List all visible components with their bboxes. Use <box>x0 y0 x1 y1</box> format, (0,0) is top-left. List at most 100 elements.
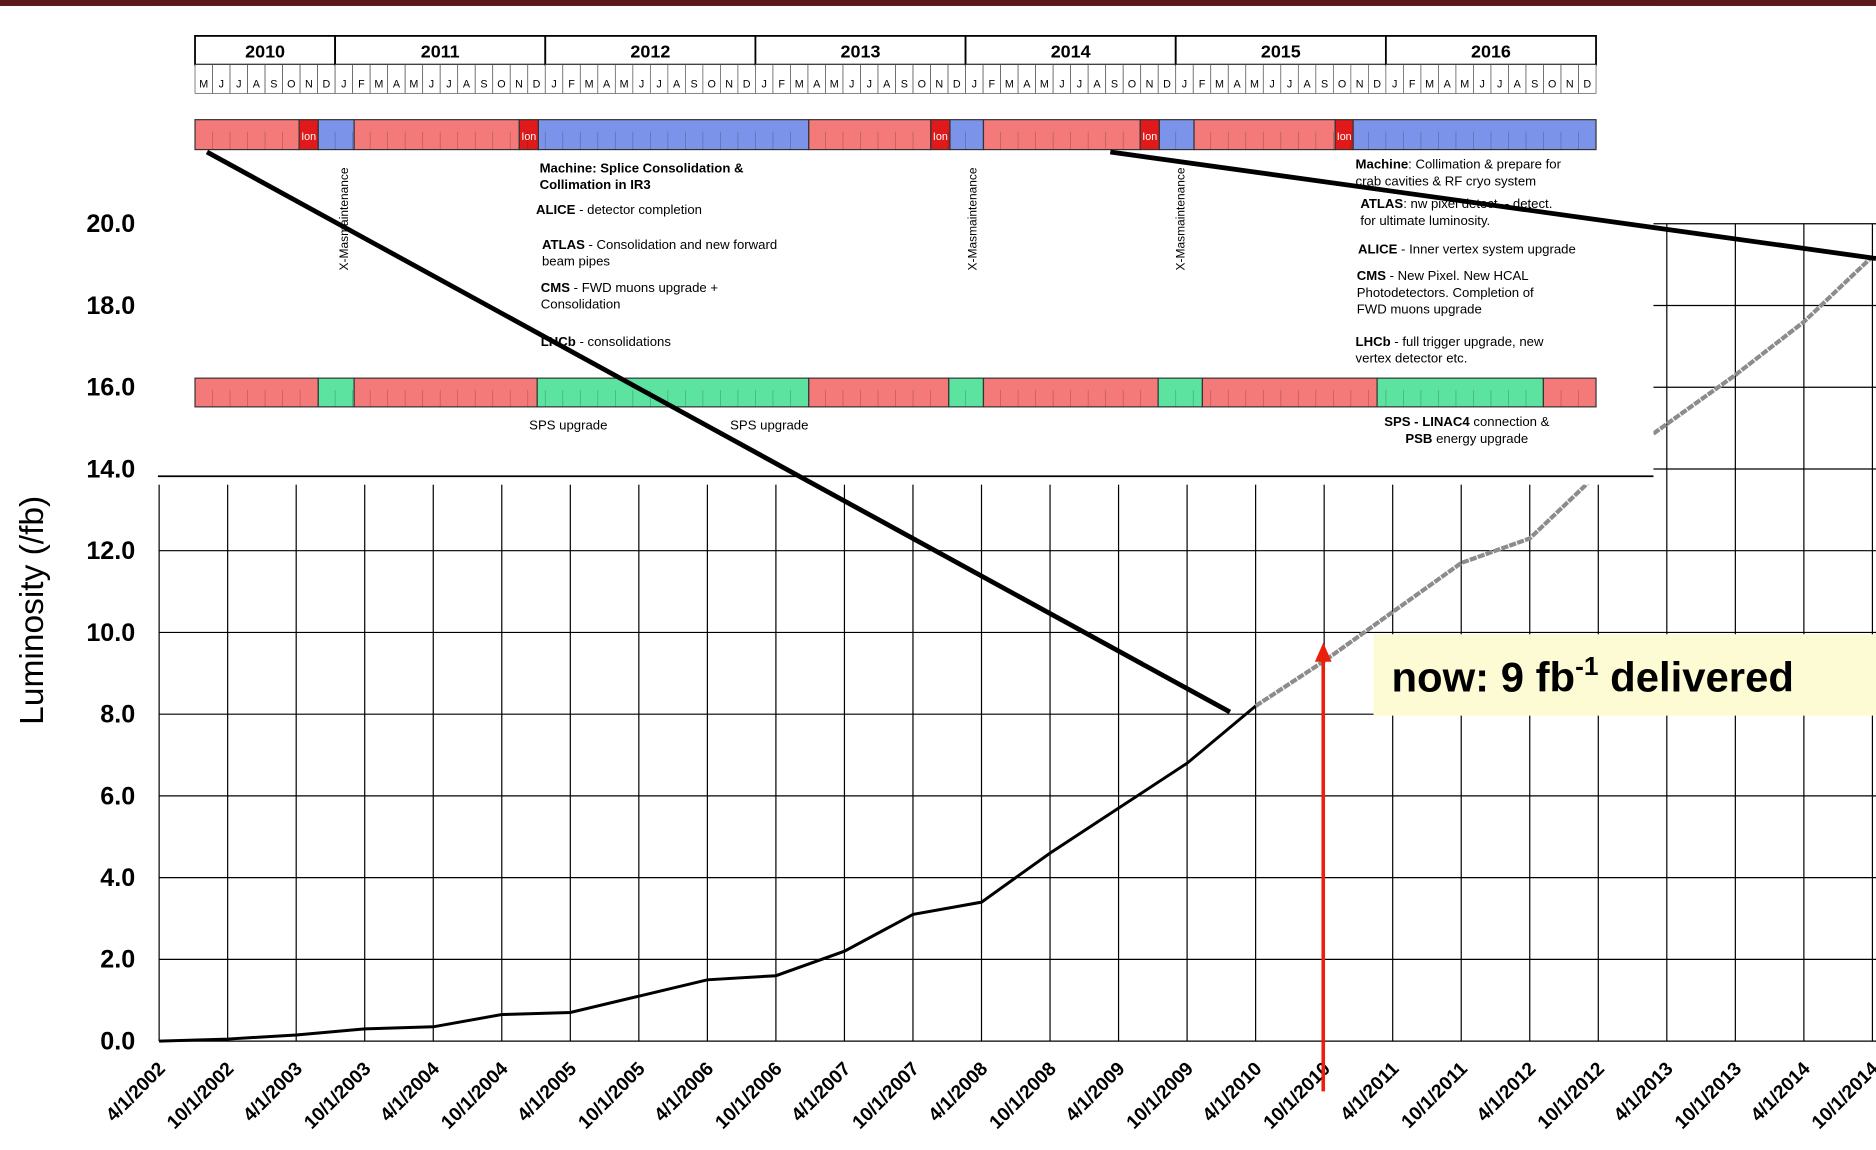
month-label: M <box>1425 78 1434 90</box>
series-line <box>159 704 1257 1043</box>
note-bold: PSB <box>1405 431 1432 446</box>
note-line: Photodetectors. Completion of <box>1357 285 1534 300</box>
note-bold: CMS <box>1357 268 1386 283</box>
month-label: M <box>199 78 208 90</box>
note-bold: ALICE <box>536 202 576 217</box>
now-arrowhead <box>1314 642 1332 662</box>
note-line: ALICE - detector completion <box>536 202 702 217</box>
year-label: 2014 <box>1051 41 1091 61</box>
note-line: crab cavities & RF cryo system <box>1356 173 1537 188</box>
xmas-label: X-Masmaintenance <box>965 167 979 270</box>
month-label: N <box>1146 78 1154 90</box>
ion-label: Ion <box>1142 131 1157 143</box>
month-label: J <box>1182 78 1187 90</box>
month-label: S <box>270 78 277 90</box>
month-label: O <box>707 78 715 90</box>
y-tick-label: 12.0 <box>86 537 135 565</box>
month-label: J <box>551 78 556 90</box>
note-bold: Machine <box>1356 157 1409 172</box>
month-label: O <box>287 78 295 90</box>
year-cell <box>1384 35 1597 66</box>
month-label: J <box>1269 78 1274 90</box>
month-label: A <box>883 78 891 90</box>
note-text: FWD muons upgrade <box>1357 302 1482 317</box>
xmas-label: X-Masmaintenance <box>337 167 351 270</box>
month-label: M <box>1215 78 1224 90</box>
y-tick-label: 16.0 <box>86 374 135 402</box>
month-label: M <box>1005 78 1014 90</box>
month-label: A <box>813 78 821 90</box>
note-text: - detector completion <box>575 202 702 217</box>
ion-label: Ion <box>301 131 316 143</box>
month-label: J <box>219 78 224 90</box>
year-cell <box>334 35 547 66</box>
month-label: M <box>795 78 804 90</box>
schedule-segment <box>1193 119 1336 151</box>
month-label: J <box>1392 78 1397 90</box>
month-label: D <box>1373 78 1381 90</box>
zoom-line <box>205 149 1232 715</box>
month-label: M <box>409 78 418 90</box>
month-label: D <box>953 78 961 90</box>
schedule-segment <box>982 119 1141 151</box>
month-cell <box>1578 64 1597 94</box>
note-text: Photodetectors. Completion of <box>1357 285 1534 300</box>
month-label: D <box>1583 78 1591 90</box>
month-label: S <box>1111 78 1118 90</box>
note-bold: LHCb <box>1356 334 1391 349</box>
month-label: D <box>1163 78 1171 90</box>
month-label: F <box>989 78 996 90</box>
note-bold: Machine: Splice Consolidation & <box>540 160 744 175</box>
month-label: M <box>1460 78 1469 90</box>
month-label: D <box>743 78 751 90</box>
month-label: N <box>305 78 313 90</box>
month-label: M <box>1250 78 1259 90</box>
ion-label: Ion <box>933 131 948 143</box>
schedule-segment <box>194 119 300 151</box>
month-label: J <box>1059 78 1064 90</box>
month-label: A <box>393 78 401 90</box>
ion-label: Ion <box>521 131 536 143</box>
note-bold: Collimation in IR3 <box>540 177 651 192</box>
month-label: S <box>691 78 698 90</box>
month-label: J <box>1480 78 1485 90</box>
note-line: Collimation in IR3 <box>540 177 651 192</box>
month-label: O <box>918 78 926 90</box>
year-label: 2012 <box>630 41 670 61</box>
month-label: F <box>1409 78 1416 90</box>
month-label: A <box>1233 78 1241 90</box>
month-label: J <box>236 78 241 90</box>
month-label: O <box>1128 78 1136 90</box>
note-text: energy upgrade <box>1432 431 1528 446</box>
month-label: O <box>1338 78 1346 90</box>
schedule-segment <box>1158 119 1195 151</box>
year-label: 2010 <box>245 41 285 61</box>
schedule-segment <box>1201 377 1378 408</box>
note-line: Machine: Collimation & prepare for <box>1356 157 1562 172</box>
note-bold: ALICE <box>1358 242 1398 257</box>
note-text: crab cavities & RF cryo system <box>1356 173 1537 188</box>
note-bold: SPS - LINAC4 <box>1384 414 1470 429</box>
month-label: J <box>867 78 872 90</box>
note-bold: ATLAS <box>542 237 585 252</box>
note-bold: CMS <box>541 280 570 295</box>
schedule-segment <box>808 119 932 151</box>
month-label: O <box>1548 78 1556 90</box>
annotation-box <box>1373 634 1876 716</box>
year-label: 2011 <box>421 41 460 61</box>
month-label: S <box>1531 78 1538 90</box>
month-label: J <box>1077 78 1082 90</box>
month-label: S <box>480 78 487 90</box>
note-text: beam pipes <box>542 254 610 269</box>
note-line: PSB energy upgrade <box>1405 431 1528 446</box>
schedule-segment <box>949 119 985 151</box>
month-label: A <box>1303 78 1311 90</box>
y-tick-label: 20.0 <box>86 210 135 238</box>
year-cell <box>544 35 757 66</box>
note-line: Consolidation <box>541 297 621 312</box>
schedule-segment <box>537 119 810 151</box>
zoom-line <box>1109 149 1876 261</box>
